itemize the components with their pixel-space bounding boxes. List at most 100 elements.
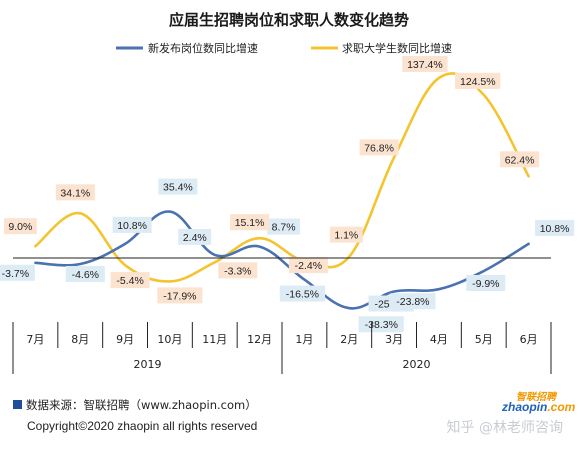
x-tick-label: 5月 <box>475 333 493 346</box>
x-tick-label: 3月 <box>385 333 403 346</box>
logo-main: zhaopin <box>501 400 547 414</box>
data-label-series-2: 124.5% <box>455 72 501 89</box>
data-label-text: -17.9% <box>163 290 196 302</box>
logo-main-text: zhaopin.com <box>501 400 576 414</box>
data-label-series-1: 2.4% <box>178 228 212 245</box>
x-tick-label: 7月 <box>26 333 44 346</box>
data-label-bg <box>279 285 325 302</box>
watermark-text: 知乎 @林老师咨询 <box>447 419 563 436</box>
data-label-text: -5.4% <box>116 275 143 287</box>
x-tick-label: 1月 <box>295 333 313 346</box>
data-label-bg <box>218 262 258 279</box>
data-label-bg <box>112 216 152 233</box>
data-label-text: 137.4% <box>407 59 443 71</box>
data-label-text: 10.8% <box>117 220 147 232</box>
data-label-text: 9.0% <box>8 221 32 233</box>
data-label-series-2: 137.4% <box>402 56 448 72</box>
logo-cn-text: 智联招聘 <box>516 391 558 403</box>
data-label-series-1: 8.7% <box>267 218 300 235</box>
data-label-series-1: 10.8% <box>535 219 575 236</box>
legend-label-series-2: 求职大学生数同比增速 <box>342 41 452 55</box>
data-label-series-2: -3.3% <box>218 262 258 279</box>
data-label-series-2: 62.4% <box>500 151 540 168</box>
source-note: 数据来源：智联招聘（www.zhaopin.com） <box>13 398 257 412</box>
plot-area <box>34 72 530 310</box>
data-label-bg <box>358 316 404 333</box>
data-label-bg <box>535 219 575 236</box>
source-square-icon <box>13 400 22 409</box>
data-label-bg <box>359 139 399 156</box>
data-label-series-2: 34.1% <box>55 184 95 201</box>
data-label-text: -16.5% <box>286 289 319 301</box>
data-label-bg <box>455 72 501 89</box>
data-label-bg <box>0 264 35 281</box>
source-text: 数据来源：智联招聘（www.zhaopin.com） <box>26 398 257 412</box>
data-label-bg <box>157 287 203 304</box>
data-label-bg <box>110 272 150 289</box>
data-label-text: 76.8% <box>364 142 394 154</box>
logo: 智联招聘 zhaopin.com <box>501 391 576 414</box>
copyright-text: Copyright©2020 zhaopin all rights reserv… <box>27 419 257 433</box>
series-line-2 <box>34 72 530 283</box>
data-label-series-2: -2.4% <box>288 257 328 274</box>
data-label-bg <box>288 257 328 274</box>
data-label-bg <box>55 184 95 201</box>
data-label-text: -9.9% <box>472 278 499 290</box>
data-label-bg <box>230 214 270 231</box>
data-label-text: 2.4% <box>183 232 207 244</box>
x-tick-label: 8月 <box>71 333 89 346</box>
data-label-series-1: -4.6% <box>65 266 105 282</box>
data-label-text: 34.1% <box>60 187 90 199</box>
data-label-text: -4.6% <box>72 269 99 281</box>
x-tick-label: 11月 <box>202 333 227 346</box>
data-label-text: -3.7% <box>2 268 29 280</box>
data-label-bg <box>466 275 506 291</box>
data-label-text: -3.3% <box>224 265 251 277</box>
data-label-bg <box>267 218 300 235</box>
data-label-series-1: -23.8% <box>390 293 436 310</box>
data-label-series-1: -3.7% <box>0 264 35 281</box>
data-label-text: -23.8% <box>396 296 429 308</box>
data-label-text: -2.4% <box>295 260 322 272</box>
data-label-series-2: -17.9% <box>157 287 203 304</box>
data-label-series-2: 76.8% <box>359 139 399 156</box>
data-label-text: 8.7% <box>272 222 296 234</box>
data-label-text: 35.4% <box>163 182 193 194</box>
data-label-bg <box>65 266 105 282</box>
data-label-bg <box>158 178 198 195</box>
data-label-series-1: -38.3% <box>358 316 404 333</box>
data-label-series-2: 15.1% <box>230 214 270 231</box>
legend: 新发布岗位数同比增速 求职大学生数同比增速 <box>116 41 452 55</box>
data-label-text: 1.1% <box>334 230 358 242</box>
data-labels: -3.7% -4.6% 10.8% 35.4% 2.4% 8.7% -16.5% -38.3%… <box>0 56 575 333</box>
legend-label-series-1: 新发布岗位数同比增速 <box>148 41 258 55</box>
data-label-series-2: 9.0% <box>4 218 37 235</box>
x-tick-label: 9月 <box>116 333 134 346</box>
year-label: 2020 <box>403 358 431 371</box>
x-tick-label: 6月 <box>520 333 538 346</box>
data-label-bg <box>500 151 540 168</box>
data-label-series-1: -16.5% <box>279 285 325 302</box>
data-label-series-2: -5.4% <box>110 272 150 289</box>
data-label-series-2: 1.1% <box>329 226 363 243</box>
year-label: 2019 <box>134 358 162 371</box>
data-label-bg <box>402 56 448 72</box>
data-label-text: 124.5% <box>460 76 496 88</box>
data-label-text: 62.4% <box>505 154 535 166</box>
data-label-text: 10.8% <box>540 223 570 235</box>
data-label-series-1: 10.8% <box>112 216 152 233</box>
data-label-bg <box>329 226 363 243</box>
data-label-text: 15.1% <box>235 217 265 229</box>
data-label-series-1: -9.9% <box>466 275 506 291</box>
x-tick-label: 12月 <box>247 333 272 346</box>
logo-suffix: .com <box>547 400 575 414</box>
x-tick-label: 10月 <box>157 333 182 346</box>
chart-title: 应届生招聘岗位和求职人数变化趋势 <box>169 11 409 29</box>
x-axis: 7月 8月 9月 10月 11月 12月 1月 2月 3月 4月 5月 6月 2019 2020 <box>12 257 552 374</box>
data-label-bg <box>178 228 212 245</box>
data-label-bg <box>390 293 436 310</box>
x-tick-label: 2月 <box>340 333 358 346</box>
x-tick-label: 4月 <box>430 333 448 346</box>
data-label-text: -38.3% <box>365 319 398 331</box>
